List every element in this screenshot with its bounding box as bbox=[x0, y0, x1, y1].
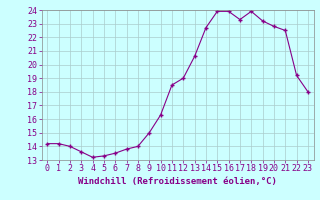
X-axis label: Windchill (Refroidissement éolien,°C): Windchill (Refroidissement éolien,°C) bbox=[78, 177, 277, 186]
